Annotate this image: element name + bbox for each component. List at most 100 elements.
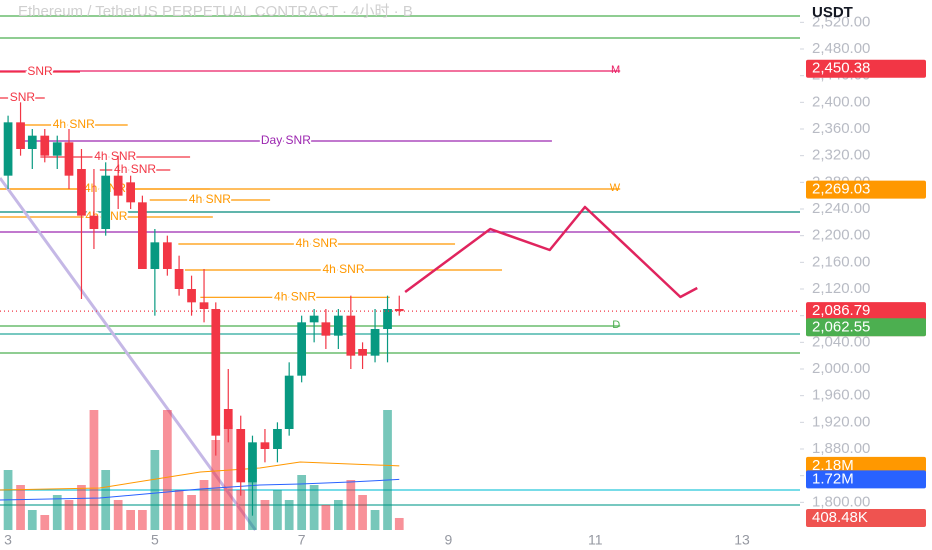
candle-body [199,302,209,309]
volume-bar [223,425,233,530]
candle-body [77,169,86,216]
candle-body [27,135,37,149]
volume-bar [211,440,221,530]
snr-label: SNR [27,64,53,78]
level-label: D [612,319,620,331]
volume-bar [64,500,74,530]
snr-label: 4h SNR [114,162,156,176]
price-tag [806,180,926,199]
snr-label: 4h SNR [274,290,316,304]
volume-bar [174,490,184,530]
candle-body [101,175,111,229]
candle-body [223,409,233,429]
volume-bar [394,517,404,530]
volume-bar [284,500,294,530]
y-tick-label: 1,920.00 [812,413,870,430]
volume-bar [260,500,270,530]
volume-bar [236,490,246,530]
price-tag [806,508,926,527]
volume-bar [89,410,99,530]
candle-body [383,309,392,329]
volume-bar [321,505,331,530]
volume-bar [126,510,136,530]
candle-body [260,442,270,449]
candle-body [3,122,13,176]
y-tick-label: 2,400.00 [812,93,870,110]
price-tag-label: 2,450.38 [812,60,870,77]
snr-label: 4h SNR [94,149,136,163]
volume-bar [370,510,380,530]
y-tick-label: 2,520.00 [812,13,870,30]
volume-bar [333,500,343,530]
candle-body [138,202,147,269]
volume-bar [199,480,209,530]
volume-ma-line [0,461,400,491]
snr-label: SNR [10,90,36,104]
volume-bar [150,450,160,530]
price-tag [806,470,926,489]
candle-body [273,429,282,449]
snr-label: 4h SNR [322,262,364,276]
x-tick-label: 11 [588,532,603,548]
y-tick-label: 2,320.00 [812,147,870,164]
candle-body [211,309,221,436]
x-tick-label: 9 [445,532,453,548]
candle-body [358,349,367,356]
candle-body [52,142,62,156]
x-tick-label: 3 [4,532,12,548]
volume-bar [16,485,25,530]
y-tick-label: 2,000.00 [812,360,870,377]
price-tag-label: 2,062.55 [812,318,870,335]
candle-body [16,122,25,149]
volume-bar [187,495,196,530]
chart-title: Ethereum / TetherUS PERPETUAL CONTRACT ·… [18,3,413,20]
volume-bar [101,470,111,530]
price-tag-label: 408.48K [812,509,868,526]
y-tick-label: 2,120.00 [812,280,870,297]
candle-body [126,182,136,203]
price-tag-label: 2,269.03 [812,181,870,198]
candle-body [113,175,123,196]
snr-label: Day SNR [261,133,311,147]
price-tag-label: 1.72M [812,470,854,487]
volume-bar [77,485,86,530]
candle-body [321,322,331,336]
y-tick-label: 1,800.00 [812,493,870,510]
level-label: W [610,182,621,194]
price-axis: 1,800.001,840.001,880.001,920.001,960.00… [800,13,926,527]
snr-label: 4h SNR [296,236,338,250]
candle-body [64,142,74,176]
volume-bar [52,495,62,530]
price-tag [806,59,926,78]
price-tag [806,456,926,475]
snr-label: 4h SNR [189,192,231,206]
snr-label: 4h SNR [53,117,95,131]
candle-body [150,242,160,269]
x-tick-label: 13 [734,532,750,548]
y-tick-label: 2,040.00 [812,333,870,350]
y-tick-label: 2,200.00 [812,227,870,244]
currency-label: USDT [812,4,853,21]
candle-body [297,322,307,376]
y-tick-label: 2,160.00 [812,253,870,270]
volume-bar [358,495,367,530]
volume-bar [346,480,356,530]
x-tick-label: 5 [151,532,159,548]
volume-bar [40,515,50,530]
price-tag [806,318,926,337]
volume-bar [297,475,307,530]
candle-body [309,315,319,323]
candle-body [333,315,343,336]
x-tick-label: 7 [298,532,306,548]
volume-bar [138,510,147,530]
forecast-path [404,205,698,299]
y-tick-label: 1,960.00 [812,387,870,404]
candle-body [370,329,380,356]
volume-bar [309,485,319,530]
candle-body [394,309,404,312]
candle-body [248,442,257,483]
y-tick-label: 2,480.00 [812,40,870,57]
